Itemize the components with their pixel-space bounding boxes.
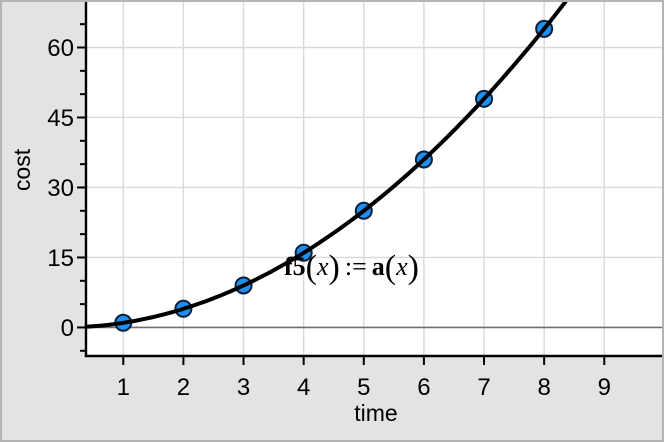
x-tick-label: 8 — [537, 374, 550, 401]
x-tick-label: 1 — [117, 374, 130, 401]
x-tick-label: 3 — [237, 374, 250, 401]
function-label[interactable]: f5(x):= a(x) — [284, 249, 419, 285]
gridlines — [86, 2, 662, 356]
y-tick-labels: 0 15 30 45 60 — [47, 35, 74, 342]
function-arg-2: x — [396, 252, 408, 281]
assigned-function-name: a — [371, 252, 385, 281]
y-tick-label: 60 — [47, 35, 74, 62]
y-tick-label: 30 — [47, 175, 74, 202]
paren-close-2: ) — [407, 249, 419, 286]
y-tick-label: 45 — [47, 105, 74, 132]
function-name: f5 — [284, 252, 306, 281]
x-tick-label: 9 — [598, 374, 611, 401]
x-tick-label: 5 — [357, 374, 370, 401]
x-tick-label: 4 — [297, 374, 310, 401]
axis-ticks — [77, 23, 606, 365]
x-tick-label: 2 — [177, 374, 190, 401]
plot-background — [86, 2, 662, 357]
x-tick-label: 7 — [477, 374, 490, 401]
paren-close: ) — [328, 249, 340, 286]
y-tick-label: 0 — [61, 315, 74, 342]
x-tick-labels: 1 2 3 4 5 6 7 8 9 — [117, 374, 611, 401]
assign-operator: := — [344, 252, 367, 281]
y-tick-label: 15 — [47, 245, 74, 272]
paren-open: ( — [305, 249, 317, 286]
paren-open-2: ( — [384, 249, 397, 286]
fit-curve — [84, 2, 568, 329]
x-tick-label: 6 — [417, 374, 430, 401]
y-axis-title: cost — [9, 148, 35, 191]
function-arg: x — [317, 252, 329, 281]
x-axis-title: time — [354, 400, 397, 426]
